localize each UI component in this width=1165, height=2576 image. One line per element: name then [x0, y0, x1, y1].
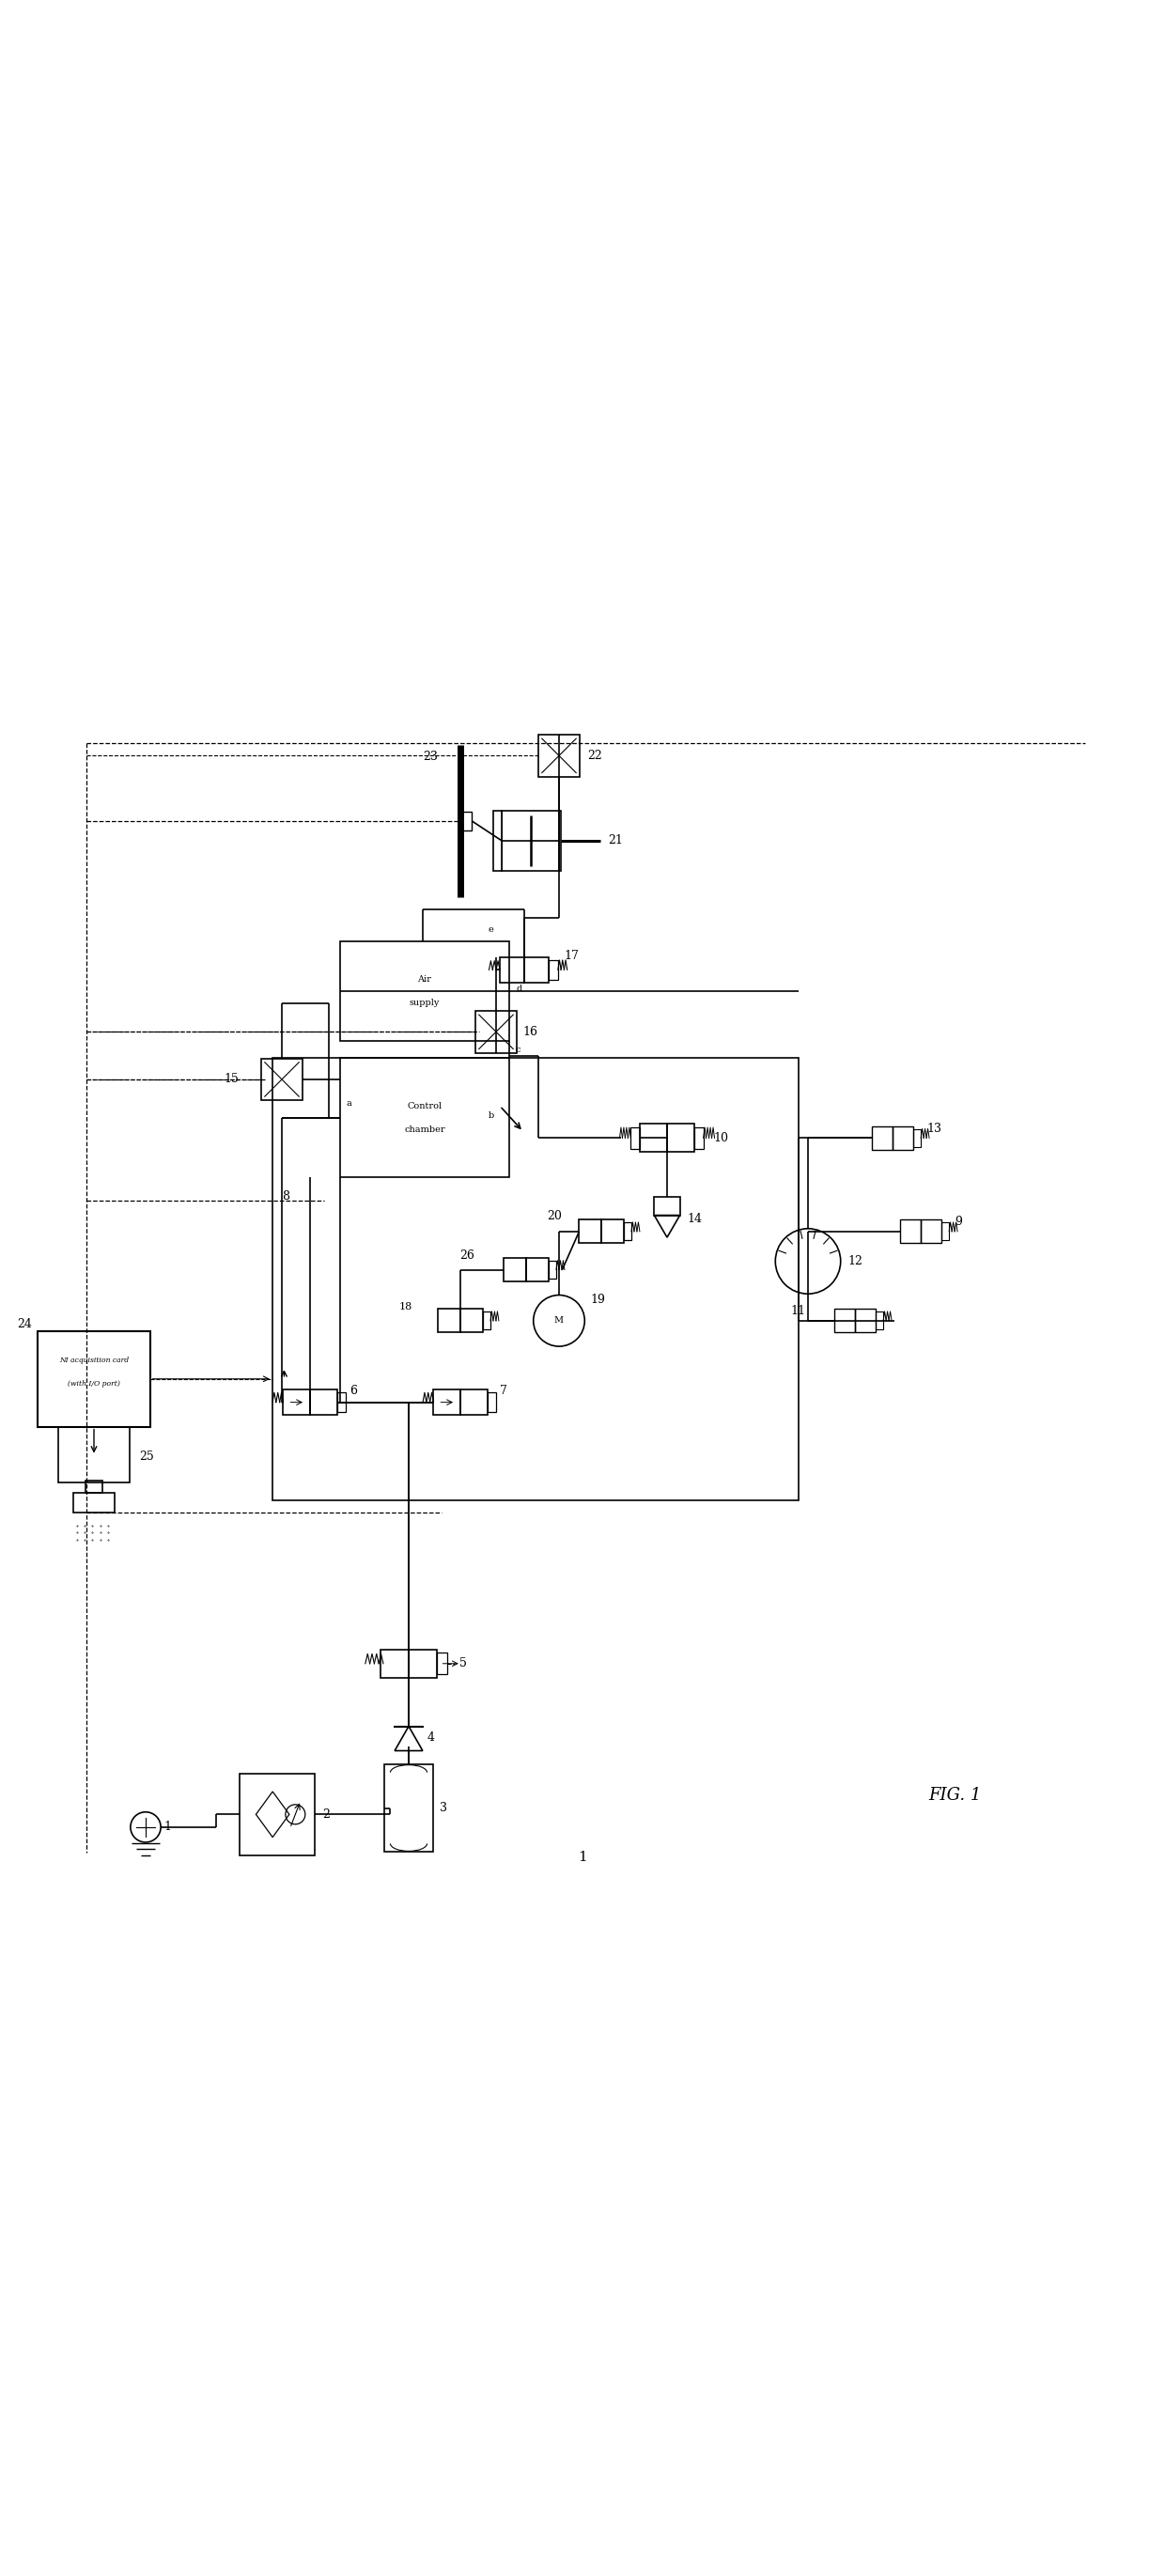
Text: M: M	[555, 1316, 564, 1324]
Text: 13: 13	[927, 1123, 942, 1136]
Bar	[437, 1654, 447, 1674]
Bar	[873, 1126, 892, 1149]
Bar	[487, 1394, 496, 1412]
Bar	[524, 956, 549, 981]
Text: 24: 24	[17, 1319, 33, 1329]
Text: 1: 1	[578, 1850, 587, 1862]
Bar	[502, 811, 562, 871]
Text: c: c	[515, 1046, 521, 1054]
Bar	[901, 1221, 920, 1244]
Text: 16: 16	[523, 1025, 538, 1038]
Bar	[694, 1128, 704, 1149]
Text: Air: Air	[418, 976, 432, 984]
Bar	[73, 1494, 114, 1512]
Bar	[641, 1123, 668, 1151]
Text: 5: 5	[459, 1656, 466, 1669]
Bar	[38, 1332, 150, 1427]
Bar	[623, 1224, 631, 1242]
Text: 25: 25	[140, 1450, 154, 1463]
Text: a: a	[346, 1100, 352, 1108]
Bar	[381, 1649, 409, 1677]
Bar	[409, 1649, 437, 1677]
Bar	[85, 1481, 103, 1494]
Bar	[920, 1221, 941, 1244]
Text: 19: 19	[591, 1293, 606, 1306]
Bar	[475, 1010, 517, 1054]
Bar	[527, 1257, 549, 1280]
Bar	[337, 1394, 346, 1412]
Bar	[630, 1128, 641, 1149]
Text: NI acquisition card: NI acquisition card	[59, 1358, 129, 1365]
Bar	[460, 811, 472, 829]
Text: b: b	[488, 1110, 494, 1121]
Text: 18: 18	[398, 1301, 412, 1311]
Text: 2: 2	[322, 1808, 330, 1821]
Text: 8: 8	[282, 1190, 289, 1203]
Bar	[913, 1128, 920, 1146]
Text: 17: 17	[564, 951, 579, 961]
Text: 22: 22	[587, 750, 602, 762]
Text: d: d	[516, 984, 522, 994]
Text: 11: 11	[790, 1306, 805, 1316]
Bar	[340, 1059, 509, 1177]
Bar	[549, 961, 558, 979]
Bar	[494, 811, 502, 871]
Bar	[433, 1388, 460, 1414]
Text: (with I/O port): (with I/O port)	[68, 1381, 120, 1388]
Text: e: e	[488, 925, 494, 935]
Bar	[340, 940, 509, 1041]
Text: 14: 14	[687, 1213, 701, 1224]
Text: chamber: chamber	[404, 1126, 445, 1133]
Text: 15: 15	[224, 1074, 239, 1084]
Text: FIG. 1: FIG. 1	[929, 1788, 982, 1803]
Bar	[500, 956, 524, 981]
Bar	[482, 1311, 490, 1329]
Bar	[239, 1775, 315, 1855]
Text: 26: 26	[460, 1249, 474, 1262]
Bar	[384, 1765, 433, 1852]
Bar	[579, 1221, 601, 1244]
Text: supply: supply	[409, 999, 440, 1007]
Bar	[941, 1224, 949, 1242]
Bar	[549, 1260, 556, 1278]
Bar	[834, 1309, 855, 1332]
Text: 10: 10	[713, 1131, 728, 1144]
Text: 23: 23	[423, 752, 438, 762]
Bar	[892, 1126, 913, 1149]
Bar	[855, 1309, 875, 1332]
Bar	[538, 734, 580, 775]
Text: 7: 7	[500, 1383, 508, 1396]
Text: 12: 12	[848, 1255, 862, 1267]
Bar	[668, 1123, 694, 1151]
Bar	[655, 1198, 680, 1216]
Text: 3: 3	[440, 1801, 447, 1814]
Text: 1: 1	[164, 1821, 171, 1834]
Text: Control: Control	[408, 1103, 442, 1110]
Bar	[261, 1059, 303, 1100]
Bar	[504, 1257, 527, 1280]
Text: 4: 4	[428, 1731, 435, 1744]
Bar	[875, 1311, 883, 1329]
Text: 6: 6	[350, 1383, 358, 1396]
Bar	[460, 1388, 487, 1414]
Bar	[273, 1059, 798, 1499]
Bar	[58, 1427, 130, 1484]
Bar	[460, 1309, 482, 1332]
Bar	[438, 1309, 460, 1332]
Text: 9: 9	[955, 1216, 962, 1229]
Bar	[601, 1221, 623, 1244]
Text: 20: 20	[546, 1211, 562, 1224]
Bar	[310, 1388, 337, 1414]
Bar	[283, 1388, 310, 1414]
Text: 21: 21	[608, 835, 622, 848]
